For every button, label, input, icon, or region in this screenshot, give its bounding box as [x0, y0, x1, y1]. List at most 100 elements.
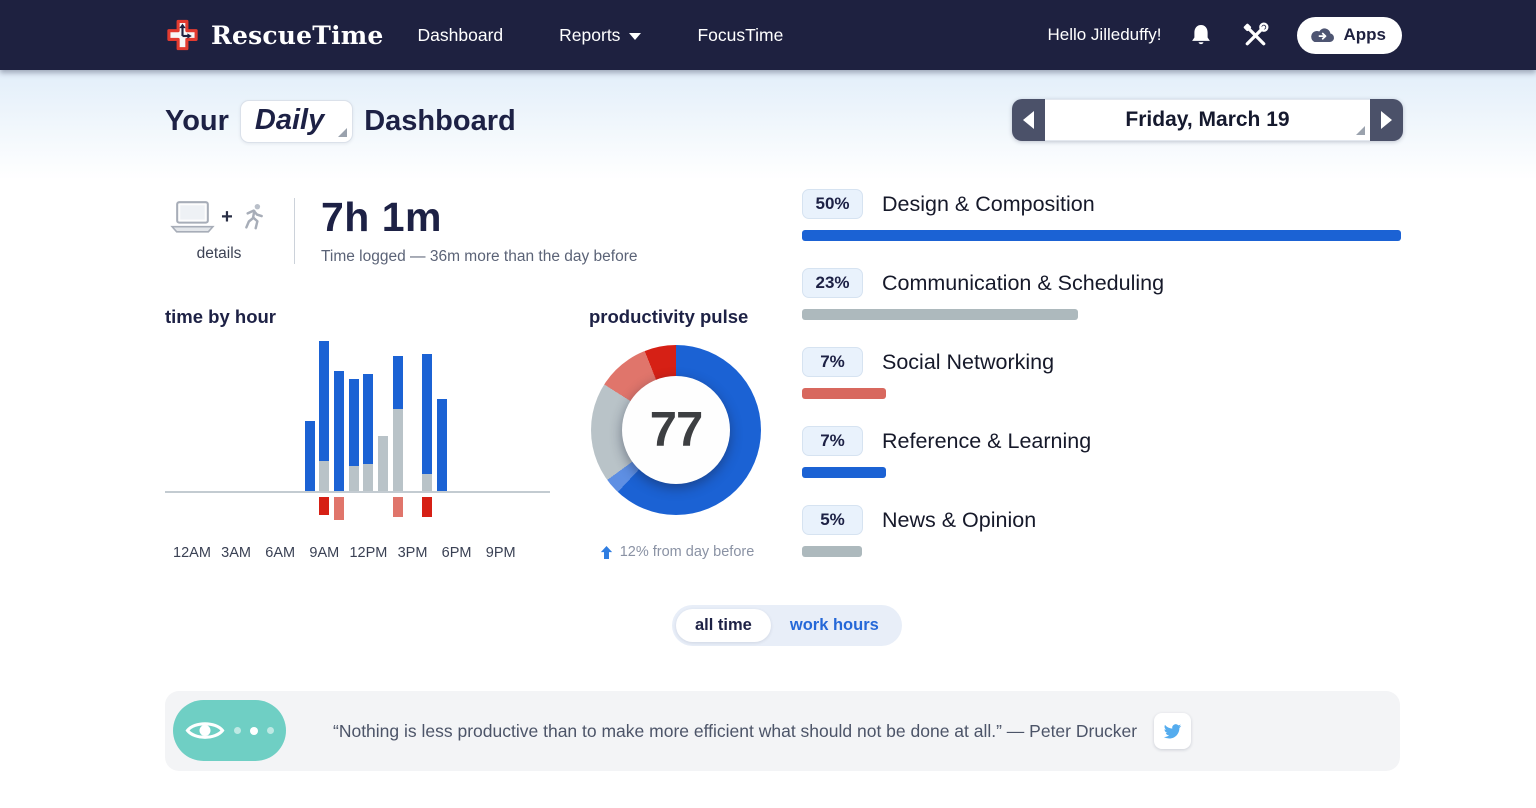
arrow-left-icon	[1023, 111, 1034, 129]
productive-segment	[436, 398, 447, 491]
category-bar	[802, 388, 886, 399]
nav-item-dashboard[interactable]: Dashboard	[418, 25, 504, 46]
time-logged-block: 7h 1m Time logged — 36m more than the da…	[321, 195, 638, 266]
x-axis-line	[165, 491, 550, 493]
hour-bar-2pm	[392, 356, 403, 491]
hour-bar-11am	[348, 378, 359, 491]
x-axis-tick: 3AM	[221, 545, 252, 561]
neutral-segment	[319, 461, 330, 491]
x-axis-tick: 12PM	[349, 545, 388, 561]
hour-bar-10am	[334, 371, 344, 491]
cloud-arrow-icon	[1309, 26, 1336, 45]
distracting-segment	[392, 497, 403, 517]
category-label[interactable]: Communication & Scheduling	[882, 270, 1165, 295]
quote-bar: “Nothing is less productive than to make…	[165, 691, 1400, 771]
top-categories-list: 50% Design & Composition 23% Communication …	[802, 186, 1401, 581]
arrow-up-icon	[600, 545, 613, 559]
x-axis-tick: 3PM	[397, 545, 428, 561]
pulse-change-text: 12% from day before	[619, 544, 755, 560]
details-link[interactable]: details	[196, 245, 242, 262]
hour-bar-4pm	[422, 353, 433, 491]
category-label[interactable]: Social Networking	[882, 349, 1055, 374]
category-row: 7% Reference & Learning	[802, 423, 1401, 478]
neutral-segment	[422, 473, 433, 491]
category-row: 23% Communication & Scheduling	[802, 265, 1401, 320]
date-value: Friday, March 19	[1125, 108, 1290, 131]
time-logged-subtitle: Time logged — 36m more than the day befo…	[321, 248, 638, 266]
ellipsis-dot-icon	[250, 726, 258, 735]
laptop-icon	[169, 200, 216, 235]
period-dropdown[interactable]: Daily	[239, 100, 354, 143]
category-percent-badge: 7%	[802, 426, 863, 456]
category-label[interactable]: Reference & Learning	[882, 428, 1092, 453]
date-dropdown[interactable]: Friday, March 19	[1045, 99, 1370, 141]
nav-item-reports[interactable]: Reports	[559, 25, 642, 46]
caret-down-icon	[629, 33, 642, 40]
dropdown-corner-triangle-icon	[338, 128, 348, 137]
notifications-bell-icon[interactable]	[1188, 22, 1214, 49]
nav-item-label: Dashboard	[417, 24, 504, 45]
title-prefix: Your	[165, 105, 229, 137]
tools-wrench-icon[interactable]	[1240, 21, 1271, 50]
nav-item-label: FocusTime	[697, 24, 784, 45]
ellipsis-dot-icon	[267, 727, 274, 734]
title-suffix: Dashboard	[364, 105, 516, 137]
category-bar	[802, 309, 1078, 320]
device-icons: + details	[166, 196, 272, 266]
hour-bar-5pm	[436, 398, 447, 491]
neutral-segment	[378, 436, 389, 491]
user-greeting: Hello Jilleduffy!	[1047, 25, 1162, 44]
hour-bar-12pm	[363, 373, 374, 491]
nav-right: Hello Jilleduffy!	[1047, 16, 1402, 54]
category-bar	[802, 546, 862, 557]
category-bar	[802, 467, 886, 478]
category-header: 23% Communication & Scheduling	[802, 265, 1401, 301]
time-logged-summary: + details 7h 1m Time logged — 36m more t…	[166, 195, 638, 266]
toggle-option-work-hours[interactable]: work hours	[789, 616, 879, 634]
runner-icon	[238, 202, 269, 233]
time-by-hour-chart: 12AM 3AM 6AM 9AM 12PM 3PM 6PM 9PM	[165, 332, 550, 577]
productivity-pulse-donut-chart: 77	[591, 345, 761, 515]
apps-button[interactable]: Apps	[1296, 16, 1402, 54]
twitter-bird-icon	[1163, 722, 1182, 741]
x-axis-tick: 9AM	[309, 545, 340, 561]
x-axis-tick: 6PM	[441, 545, 472, 561]
productive-segment	[363, 373, 374, 464]
distracting-segment	[334, 497, 344, 520]
x-axis-tick: 9PM	[485, 545, 516, 561]
nav-item-focustime[interactable]: FocusTime	[697, 25, 783, 46]
category-row: 5% News & Opinion	[802, 502, 1401, 557]
distracting-segment	[422, 497, 433, 517]
hour-bar-9am	[319, 341, 330, 491]
dropdown-corner-triangle-icon	[1356, 126, 1365, 135]
previous-day-button[interactable]	[1012, 99, 1045, 141]
neutral-segment	[363, 463, 374, 491]
category-label[interactable]: News & Opinion	[882, 507, 1037, 532]
nav-links: Dashboard Reports FocusTime	[418, 25, 784, 46]
productive-segment	[348, 378, 359, 466]
category-percent-badge: 50%	[802, 189, 863, 219]
time-by-hour-title: time by hour	[165, 306, 277, 327]
category-percent-badge: 23%	[802, 268, 863, 298]
period-dropdown-value: Daily	[254, 104, 325, 136]
time-range-toggle: all time work hours	[672, 605, 902, 646]
eye-badge	[173, 700, 286, 761]
next-day-button[interactable]	[1370, 99, 1403, 141]
category-label[interactable]: Design & Composition	[882, 191, 1095, 216]
hour-bar-1pm	[378, 436, 389, 491]
brand-name: RescueTime	[211, 20, 384, 50]
tweet-quote-button[interactable]	[1154, 713, 1192, 749]
neutral-segment	[348, 466, 359, 491]
arrow-right-icon	[1381, 111, 1392, 129]
navbar: RescueTime Dashboard Reports FocusTime Hel…	[0, 0, 1536, 70]
toggle-option-all-time[interactable]: all time	[676, 609, 771, 642]
category-percent-badge: 5%	[802, 505, 863, 535]
productive-segment	[319, 341, 330, 461]
vertical-divider	[294, 198, 295, 264]
category-header: 7% Reference & Learning	[802, 423, 1401, 459]
category-percent-badge: 7%	[802, 347, 863, 377]
rescuetime-logo[interactable]: RescueTime	[165, 18, 384, 53]
category-bar	[802, 230, 1401, 241]
category-header: 5% News & Opinion	[802, 502, 1401, 538]
hour-bar-8am	[304, 421, 315, 491]
